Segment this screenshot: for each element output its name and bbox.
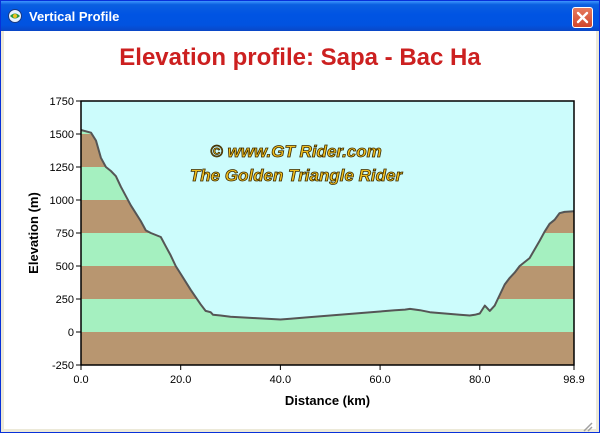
y-tick-label: 1750 bbox=[50, 96, 74, 108]
x-tick-label: 60.0 bbox=[369, 374, 390, 386]
y-tick-label: 1000 bbox=[50, 195, 74, 207]
x-tick-label: 98.9 bbox=[563, 374, 584, 386]
chart-title: Elevation profile: Sapa - Bac Ha bbox=[119, 44, 481, 71]
watermark-text: © www.GT Rider.com bbox=[210, 142, 382, 161]
y-tick-label: 0 bbox=[68, 327, 74, 339]
y-tick-label: 1500 bbox=[50, 129, 74, 141]
x-axis-label: Distance (km) bbox=[285, 393, 370, 408]
resize-grip-icon[interactable] bbox=[581, 419, 593, 432]
y-tick-label: 250 bbox=[56, 294, 74, 306]
x-tick-label: 0.0 bbox=[73, 374, 88, 386]
x-tick-label: 80.0 bbox=[469, 374, 490, 386]
close-icon bbox=[576, 11, 589, 24]
app-globe-icon bbox=[7, 8, 23, 24]
close-button[interactable] bbox=[572, 7, 593, 28]
y-tick-label: 750 bbox=[56, 228, 74, 240]
watermark-text: The Golden Triangle Rider bbox=[190, 166, 404, 185]
elevation-chart: -250 0 250 500 750 1000 1250 1500 1750 0.0 20.0 40.… bbox=[26, 96, 585, 408]
chart-area: Elevation profile: Sapa - Bac Ha -250 0 25… bbox=[4, 31, 596, 429]
elevation-band bbox=[81, 332, 574, 365]
y-axis-label: Elevation (m) bbox=[26, 192, 41, 274]
elevation-line bbox=[80, 129, 575, 321]
window-title: Vertical Profile bbox=[29, 9, 120, 24]
y-tick-label: -250 bbox=[52, 360, 74, 372]
y-tick-label: 500 bbox=[56, 261, 74, 273]
title-bar[interactable]: Vertical Profile bbox=[1, 1, 599, 31]
x-tick-label: 20.0 bbox=[170, 374, 191, 386]
y-tick-label: 1250 bbox=[50, 162, 74, 174]
x-tick-label: 40.0 bbox=[270, 374, 291, 386]
